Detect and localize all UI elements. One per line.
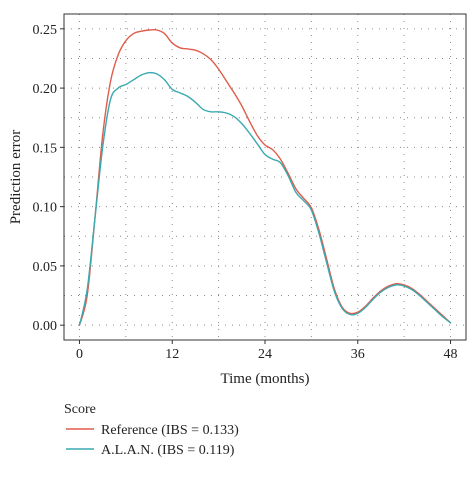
grid-layer <box>64 14 466 340</box>
x-axis: 0 12 24 36 48 <box>76 340 458 362</box>
x-tick-label: 36 <box>351 347 365 362</box>
y-axis-label: Prediction error <box>8 130 24 225</box>
legend-entry-label: Reference (IBS = 0.133) <box>101 423 239 438</box>
alan-series-line <box>78 71 452 326</box>
y-axis: 0.00 0.05 0.10 0.15 0.20 0.25 <box>33 23 64 334</box>
legend-entry-label: A.L.A.N. (IBS = 0.119) <box>101 443 235 458</box>
y-tick-label: 0.20 <box>33 82 58 97</box>
reference-series-line <box>78 28 452 326</box>
y-tick-label: 0.05 <box>33 260 58 275</box>
y-tick-label: 0.00 <box>33 319 58 334</box>
x-tick-label: 12 <box>165 347 179 362</box>
x-tick-label: 48 <box>444 347 458 362</box>
series-layer <box>78 28 452 326</box>
legend-title: Score <box>64 402 96 417</box>
legend: Reference (IBS = 0.133) A.L.A.N. (IBS = 0… <box>66 423 239 458</box>
x-axis-label: Time (months) <box>220 371 309 387</box>
plot-panel-border <box>63 13 467 341</box>
x-tick-label: 0 <box>76 347 83 362</box>
x-tick-label: 24 <box>258 347 272 362</box>
y-tick-label: 0.10 <box>33 201 58 216</box>
y-tick-label: 0.25 <box>33 23 58 38</box>
y-tick-label: 0.15 <box>33 141 58 156</box>
